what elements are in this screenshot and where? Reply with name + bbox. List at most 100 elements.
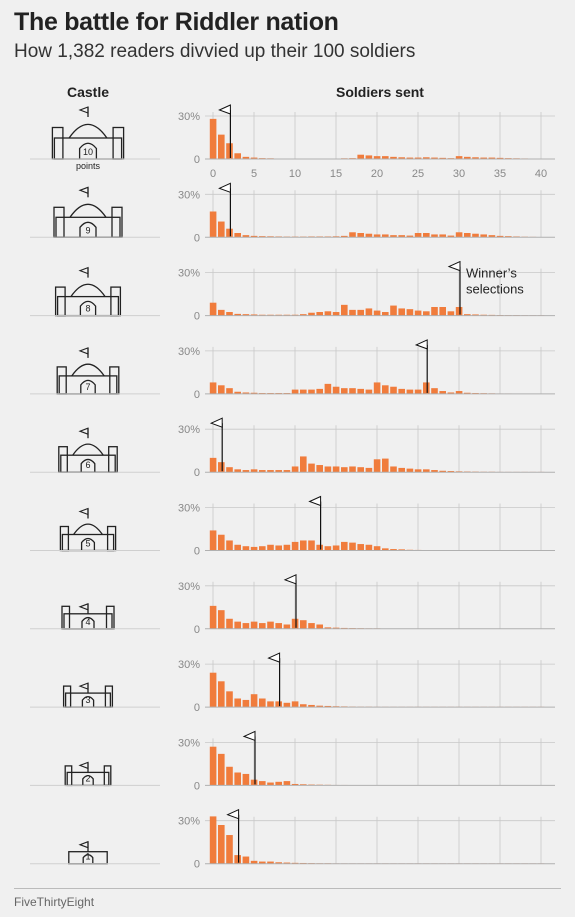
bar (480, 234, 487, 238)
bar (209, 457, 217, 473)
bar (496, 235, 504, 238)
bar (373, 382, 381, 394)
winner-marker-flag (267, 652, 281, 663)
y-tick-label: 30% (178, 424, 200, 436)
bar (218, 610, 225, 629)
bar (226, 766, 233, 786)
castle-tower-left (56, 366, 67, 395)
bar (455, 232, 463, 238)
bar (242, 773, 250, 786)
bar (324, 546, 332, 551)
bar (283, 624, 291, 629)
bar (234, 621, 241, 629)
bar (250, 235, 258, 238)
castle-label: 10 (83, 147, 93, 157)
bar (283, 702, 291, 708)
bar (365, 155, 373, 159)
bar (488, 157, 496, 159)
castle-column-header: Castle (66, 84, 110, 100)
bar (291, 783, 299, 786)
bar (316, 312, 323, 316)
bar (455, 156, 463, 159)
bar (349, 466, 356, 473)
winner-marker-flag (447, 260, 461, 272)
castle-tower-left (59, 525, 70, 552)
castle-points-label: points (76, 161, 101, 171)
bar (226, 835, 233, 864)
bar (234, 544, 241, 551)
bar (250, 860, 258, 864)
bar (209, 382, 217, 394)
bar (267, 861, 274, 864)
bar (308, 704, 315, 708)
bar (324, 466, 332, 473)
bar (308, 312, 315, 316)
y-tick-label: 0 (194, 311, 200, 323)
bar (218, 134, 225, 159)
bar (332, 386, 340, 394)
winner-annotation: Winner’s (466, 266, 517, 281)
castle-gate (81, 616, 95, 629)
bar (406, 468, 414, 473)
bar (226, 540, 233, 551)
bar (267, 470, 274, 473)
bar (250, 621, 258, 629)
bar (275, 862, 282, 864)
bar (226, 618, 233, 629)
bar (267, 544, 274, 551)
bar (431, 388, 438, 394)
bar (447, 392, 455, 394)
bar (382, 234, 389, 238)
bar (226, 388, 233, 394)
castle-flag (78, 347, 89, 355)
castle-label: 1 (85, 852, 90, 862)
bar (242, 699, 250, 708)
bar (341, 541, 348, 551)
x-tick-label: 30 (453, 168, 465, 180)
chart-subtitle: How 1,382 readers divvied up their 100 s… (14, 41, 416, 62)
y-tick-label: 30% (178, 816, 200, 828)
bar (373, 459, 381, 473)
bar (382, 156, 389, 159)
bar (316, 624, 323, 629)
bar (439, 391, 446, 394)
bar (423, 469, 430, 473)
bar (218, 825, 225, 864)
bar (275, 545, 282, 551)
bar (209, 672, 217, 708)
castle-tower-left (62, 685, 72, 708)
bar (365, 544, 373, 551)
bar (332, 545, 340, 551)
bar (414, 233, 422, 238)
bar (357, 309, 364, 316)
castle-panel-4: 4 30% 0 (30, 574, 555, 636)
bar (259, 623, 266, 629)
winner-marker-flag (414, 339, 428, 350)
castle-gate (79, 221, 97, 238)
castle-flag (78, 603, 89, 611)
y-tick-label: 0 (194, 467, 200, 479)
castle-tower-left (64, 765, 73, 787)
castle-dome (68, 123, 108, 139)
x-tick-label: 20 (371, 168, 383, 180)
bar (259, 781, 266, 786)
bar (226, 467, 233, 473)
winner-marker-flag (218, 182, 231, 194)
bar (291, 466, 299, 473)
bar (308, 623, 315, 629)
bar (218, 753, 225, 786)
bar (357, 388, 364, 394)
chart-title: The battle for Riddler nation (14, 8, 339, 36)
bar (300, 784, 307, 786)
castle-label: 6 (85, 460, 90, 470)
y-tick-label: 0 (194, 859, 200, 871)
bar (283, 470, 291, 473)
bar (382, 312, 389, 316)
bar (365, 389, 373, 394)
bar (341, 467, 348, 473)
bar (488, 235, 496, 238)
y-tick-label: 30% (178, 737, 200, 749)
bar (316, 705, 323, 708)
bar (455, 307, 463, 316)
